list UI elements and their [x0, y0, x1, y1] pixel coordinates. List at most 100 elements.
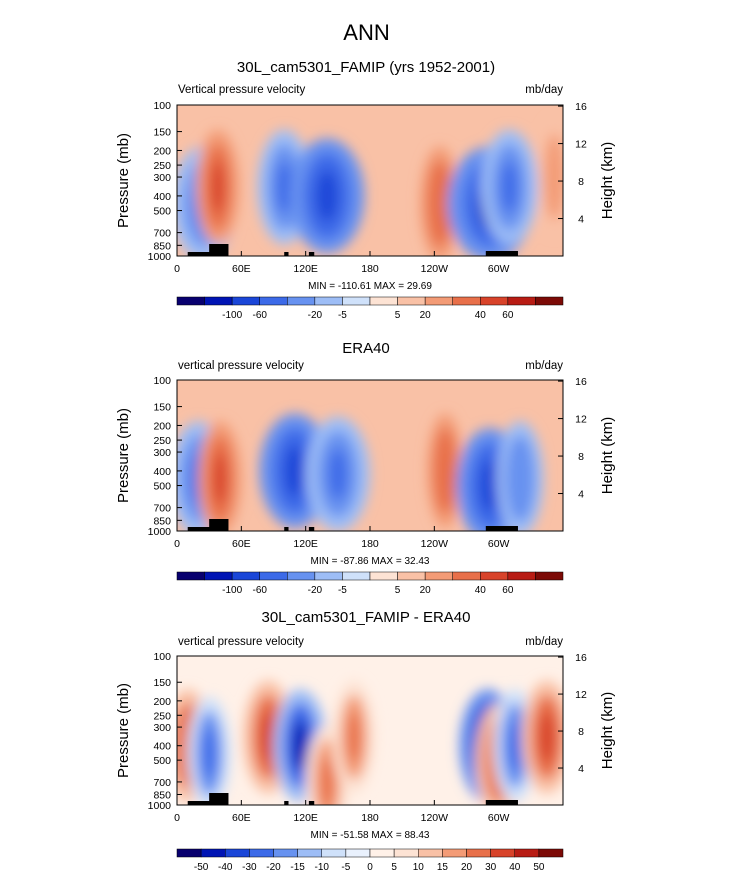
- y-axis-label: Pressure (mb): [115, 408, 132, 503]
- colorbar-cell: [442, 848, 467, 858]
- x-tick-label: 60E: [232, 538, 251, 550]
- colorbar-cell: [397, 296, 426, 306]
- y-tick-label: 100: [153, 375, 171, 387]
- y-tick-label: 300: [153, 172, 171, 184]
- colorbar-label: 30: [485, 862, 497, 872]
- colorbar-label: -5: [338, 310, 347, 321]
- contour-region-core: [316, 170, 338, 222]
- colorbar-cell: [369, 848, 395, 858]
- right-tick-label: 8: [578, 726, 584, 738]
- colorbar-cell: [507, 571, 536, 581]
- contour-region-core: [213, 452, 226, 505]
- colorbar-cell: [418, 848, 443, 858]
- colorbar-cell: [204, 571, 233, 581]
- topography-mask: [308, 801, 315, 805]
- y-axis-label: Pressure (mb): [115, 133, 132, 228]
- colorbar-cell: [369, 296, 398, 306]
- colorbar-cell: [249, 848, 274, 858]
- contour-field: [177, 119, 563, 256]
- colorbar-cell: [287, 571, 316, 581]
- units-label: mb/day: [525, 360, 563, 372]
- contour-region-core: [321, 756, 334, 805]
- colorbar-label: -20: [308, 585, 323, 596]
- y-tick-label: 500: [153, 755, 171, 767]
- chart-title: ERA40: [342, 340, 390, 357]
- y-tick-label: 150: [153, 402, 171, 414]
- colorbar-label: 20: [461, 862, 473, 872]
- contour-region-core: [501, 161, 518, 213]
- contour-region-core: [284, 445, 305, 497]
- colorbar-label: 10: [413, 862, 425, 872]
- colorbar-label: -20: [308, 310, 323, 321]
- colorbar-cell: [393, 848, 419, 858]
- colorbar-label: -5: [338, 585, 347, 596]
- variable-label: vertical pressure velocity: [178, 360, 304, 372]
- contour-field: [177, 680, 563, 805]
- colorbar-cell: [176, 296, 205, 306]
- colorbar-label: -100: [222, 310, 242, 321]
- chart-panel-1: 30L_cam5301_FAMIP (yrs 1952-2001) Vertica…: [115, 59, 616, 321]
- colorbar-cell: [490, 848, 515, 858]
- right-tick-label: 4: [578, 763, 584, 775]
- colorbar-label: 60: [502, 310, 514, 321]
- colorbar-cell: [466, 848, 491, 858]
- topography-mask: [187, 527, 215, 531]
- x-tick-label: 120E: [293, 538, 318, 550]
- colorbar-label: -30: [242, 862, 257, 872]
- colorbar-label: -5: [341, 862, 350, 872]
- x-tick-label: 120W: [421, 538, 449, 550]
- variable-label: Vertical pressure velocity: [178, 84, 305, 96]
- y-tick-label: 850: [153, 515, 171, 527]
- colorbar-cell: [342, 571, 371, 581]
- chart-title: 30L_cam5301_FAMIP - ERA40: [261, 609, 470, 626]
- right-tick-label: 16: [575, 652, 587, 664]
- contour-region-core: [539, 711, 554, 763]
- colorbar-cell: [321, 848, 347, 858]
- x-tick-label: 180: [361, 263, 379, 275]
- y-tick-label: 850: [153, 240, 171, 252]
- colorbar-cell: [535, 571, 564, 581]
- y-tick-label: 200: [153, 420, 171, 432]
- topography-mask: [209, 793, 229, 805]
- colorbar-label: -40: [218, 862, 233, 872]
- y-tick-label: 300: [153, 447, 171, 459]
- y-tick-label: 250: [153, 435, 171, 447]
- x-tick-label: 180: [361, 538, 379, 550]
- contour-field: [177, 413, 544, 531]
- variable-label: vertical pressure velocity: [178, 636, 304, 648]
- right-tick-label: 12: [575, 689, 587, 701]
- y-tick-label: 200: [153, 696, 171, 708]
- topography-mask: [308, 252, 315, 256]
- colorbar-cell: [231, 571, 260, 581]
- contour-region-core: [480, 459, 500, 512]
- y-tick-label: 100: [153, 100, 171, 112]
- colorbar-label: 40: [475, 310, 487, 321]
- contour-region-core: [549, 151, 560, 203]
- y-tick-label: 400: [153, 191, 171, 203]
- x-tick-label: 0: [174, 538, 180, 550]
- y-tick-label: 1000: [148, 251, 172, 263]
- y-tick-label: 700: [153, 503, 171, 515]
- colorbar-cell: [273, 848, 298, 858]
- topography-mask: [485, 800, 518, 805]
- contour-region-core: [328, 448, 347, 500]
- x-tick-label: 60E: [232, 812, 251, 824]
- right-tick-label: 16: [575, 101, 587, 113]
- y-tick-label: 1000: [148, 800, 172, 812]
- x-tick-label: 180: [361, 812, 379, 824]
- contour-region-core: [508, 720, 521, 772]
- contour-region-core: [434, 177, 446, 230]
- right-tick-label: 8: [578, 176, 584, 188]
- colorbar-label: -60: [252, 310, 267, 321]
- topography-mask: [284, 801, 289, 805]
- colorbar-cell: [231, 296, 260, 306]
- x-tick-label: 120W: [421, 812, 449, 824]
- colorbar-cell: [225, 848, 250, 858]
- colorbar-label: 20: [420, 585, 432, 596]
- y-tick-label: 1000: [148, 526, 172, 538]
- topography-mask: [187, 801, 215, 805]
- x-tick-label: 60W: [488, 812, 510, 824]
- x-tick-label: 0: [174, 812, 180, 824]
- x-tick-label: 120W: [421, 263, 449, 275]
- contour-region-core: [211, 161, 224, 213]
